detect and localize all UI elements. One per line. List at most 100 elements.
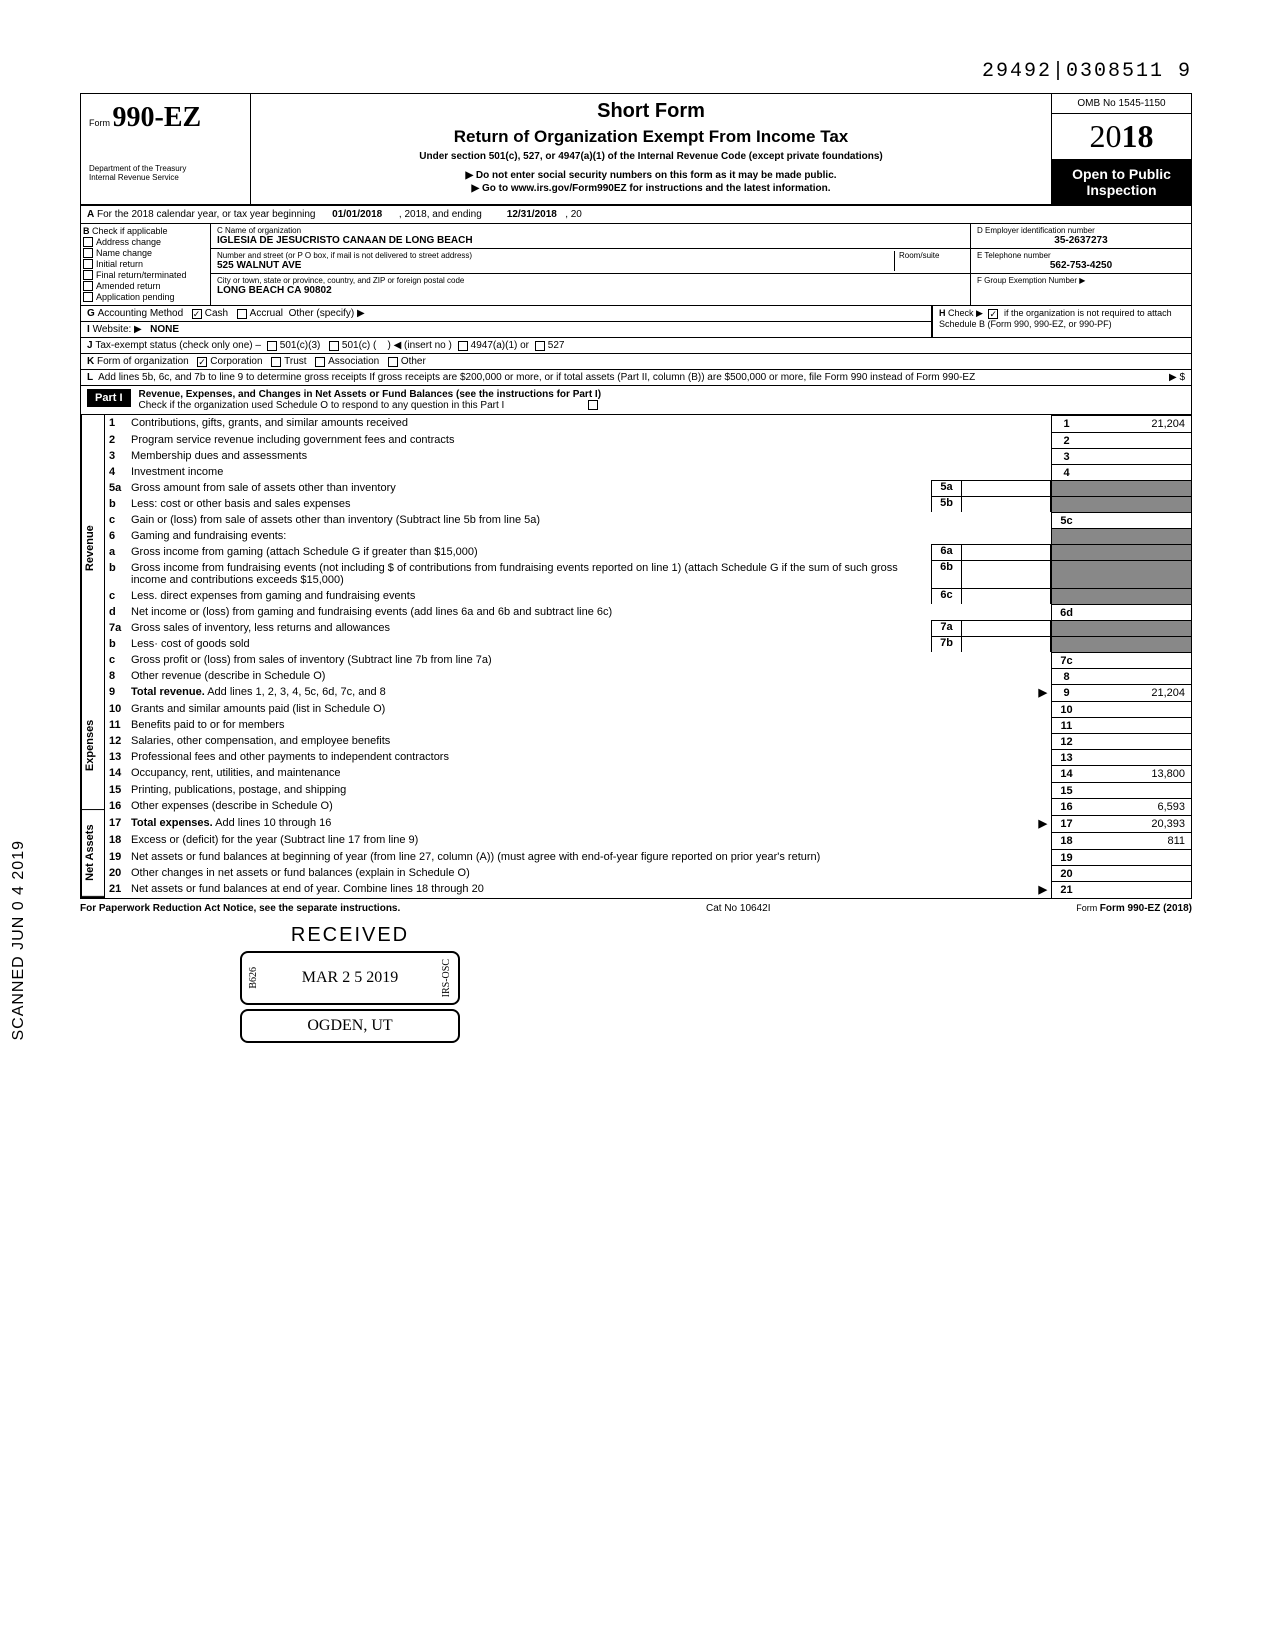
org-name-label: C Name of organization [217,226,964,235]
line-16: 16Other expenses (describe in Schedule O… [105,798,1191,815]
line-15: 15Printing, publications, postage, and s… [105,782,1191,798]
line-desc: Salaries, other compensation, and employ… [131,733,1051,749]
tax-year-begin: 01/01/2018 [332,209,382,220]
chk-4947[interactable] [458,341,468,351]
chk-501c[interactable] [329,341,339,351]
line-desc: Membership dues and assessments [131,448,1051,464]
mid-amount [961,588,1051,604]
right-amount [1081,512,1191,528]
chk-application-pending[interactable]: Application pending [83,292,208,302]
line-7c: cGross profit or (loss) from sales of in… [105,652,1191,668]
chk-schedule-b[interactable] [988,309,998,319]
ein: 35-2637273 [977,235,1185,246]
line-a-text3: , 20 [565,209,582,220]
right-box [1051,544,1081,560]
form-header: Form 990-EZ Department of the Treasury I… [80,93,1192,206]
right-box: 3 [1051,448,1081,464]
right-box: 11 [1051,717,1081,733]
form-ref: Form 990-EZ (2018) [1100,903,1192,914]
line-desc: Investment income [131,464,1051,480]
telephone: 562-753-4250 [977,260,1185,271]
chk-amended-return[interactable]: Amended return [83,281,208,291]
line-5b: bLess: cost or other basis and sales exp… [105,496,1191,512]
g-label: G [87,308,95,319]
document-id: 29492|0308511 9 [80,60,1192,83]
right-amount [1081,560,1191,588]
opt-corp: Corporation [210,356,262,367]
chk-other[interactable] [388,357,398,367]
chk-cash[interactable] [192,309,202,319]
right-box: 17 [1051,815,1081,832]
chk-527[interactable] [535,341,545,351]
mid-amount [961,560,1051,588]
chk-final-return[interactable]: Final return/terminated [83,270,208,280]
line-h: H Check ▶ if the organization is not req… [932,306,1192,338]
line-num: 12 [105,733,131,749]
right-amount [1081,652,1191,668]
right-box: 19 [1051,849,1081,865]
line-num: b [105,636,131,652]
form-subtitle: Return of Organization Exempt From Incom… [257,127,1045,147]
stamp-received: RECEIVED [240,924,460,947]
j-text: Tax-exempt status (check only one) – [95,340,261,351]
right-amount [1081,496,1191,512]
line-desc: Grants and similar amounts paid (list in… [131,701,1051,717]
chk-schedule-o[interactable] [588,400,598,410]
mid-amount [961,620,1051,636]
right-amount: 811 [1081,832,1191,849]
ein-label: D Employer identification number [977,226,1185,235]
line-12: 12Salaries, other compensation, and empl… [105,733,1191,749]
line-num: 15 [105,782,131,798]
chk-name-change[interactable]: Name change [83,248,208,258]
right-amount [1081,849,1191,865]
line-11: 11Benefits paid to or for members11 [105,717,1191,733]
b-label: B [83,226,90,236]
chk-501c3[interactable] [267,341,277,351]
line-desc: Benefits paid to or for members [131,717,1051,733]
line-14: 14Occupancy, rent, utilities, and mainte… [105,765,1191,782]
line-19: 19Net assets or fund balances at beginni… [105,849,1191,865]
line-desc: Occupancy, rent, utilities, and maintena… [131,765,1051,782]
chk-label: Amended return [96,281,161,291]
j-label: J [87,340,93,351]
line-17: 17Total expenses. Add lines 10 through 1… [105,815,1191,832]
city-state-zip: LONG BEACH CA 90802 [217,285,964,296]
h-label: H [939,308,946,318]
part1-grid: Revenue Expenses Net Assets 1Contributio… [80,415,1192,898]
right-amount [1081,604,1191,620]
line-1: 1Contributions, gifts, grants, and simil… [105,415,1191,432]
line-5a: 5aGross amount from sale of assets other… [105,480,1191,496]
scanned-stamp: SCANNED JUN 0 4 2019 [10,840,28,1041]
section-b: B Check if applicable Address change Nam… [81,224,211,305]
right-box [1051,528,1081,544]
part1-title: Revenue, Expenses, and Changes in Net As… [139,389,602,400]
line-2: 2Program service revenue including gover… [105,432,1191,448]
chk-initial-return[interactable]: Initial return [83,259,208,269]
line-num: 16 [105,798,131,815]
chk-association[interactable] [315,357,325,367]
right-box: 20 [1051,865,1081,881]
org-name: IGLESIA DE JESUCRISTO CANAAN DE LONG BEA… [217,235,964,246]
line-num: 1 [105,415,131,432]
line-j: J Tax-exempt status (check only one) – 5… [80,338,1192,354]
line-10: 10Grants and similar amounts paid (list … [105,701,1191,717]
cat-no: Cat No 10642I [706,903,771,914]
part1-check-line: Check if the organization used Schedule … [139,400,505,411]
line-i: I Website: ▶ NONE [80,322,932,338]
line-num: b [105,496,131,512]
chk-trust[interactable] [271,357,281,367]
right-amount [1081,782,1191,798]
chk-accrual[interactable] [237,309,247,319]
chk-address-change[interactable]: Address change [83,237,208,247]
under-section: Under section 501(c), 527, or 4947(a)(1)… [257,151,1045,162]
section-c: C Name of organization IGLESIA DE JESUCR… [211,224,971,305]
street-address: 525 WALNUT AVE [217,260,894,271]
right-amount [1081,528,1191,544]
right-box: 14 [1051,765,1081,782]
side-expenses: Expenses [82,682,104,810]
chk-corporation[interactable] [197,357,207,367]
line-6b: bGross income from fundraising events (n… [105,560,1191,588]
line-desc: Gross amount from sale of assets other t… [131,480,931,496]
line-desc: Less· cost of goods sold [131,636,931,652]
line-l: L Add lines 5b, 6c, and 7b to line 9 to … [80,370,1192,386]
